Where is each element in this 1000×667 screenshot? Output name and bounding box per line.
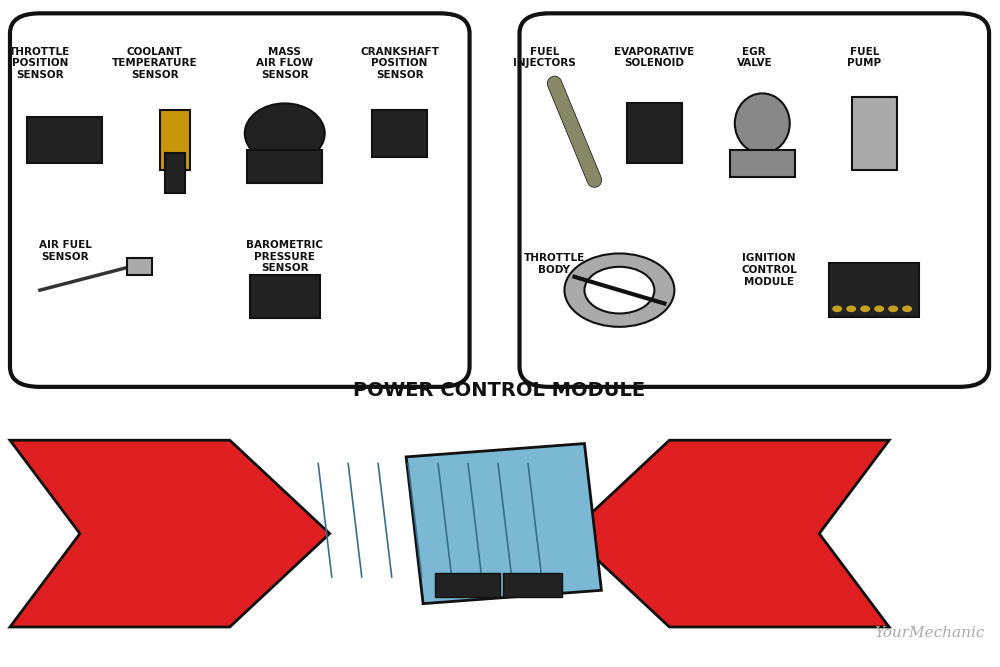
Circle shape	[860, 305, 870, 312]
Bar	[730, 150, 795, 177]
Bar	[627, 103, 682, 163]
Circle shape	[888, 305, 898, 312]
Text: MASS
AIR FLOW
SENSOR: MASS AIR FLOW SENSOR	[256, 47, 313, 80]
Text: CRANKSHAFT
POSITION
SENSOR: CRANKSHAFT POSITION SENSOR	[360, 47, 439, 80]
Bar	[852, 97, 897, 170]
Text: COOLANT
TEMPERATURE
SENSOR: COOLANT TEMPERATURE SENSOR	[112, 47, 198, 80]
Ellipse shape	[735, 93, 790, 153]
Bar	[372, 110, 427, 157]
Circle shape	[832, 305, 842, 312]
Text: THROTTLE
POSITION
SENSOR: THROTTLE POSITION SENSOR	[9, 47, 71, 80]
FancyBboxPatch shape	[520, 13, 989, 387]
Text: AIR FUEL
SENSOR: AIR FUEL SENSOR	[39, 240, 91, 261]
Bar	[247, 150, 322, 183]
Polygon shape	[569, 440, 889, 627]
Circle shape	[846, 305, 856, 312]
Text: POWER CONTROL MODULE: POWER CONTROL MODULE	[353, 382, 646, 400]
Text: IGNITION
CONTROL
MODULE: IGNITION CONTROL MODULE	[741, 253, 797, 287]
Text: EVAPORATIVE
SOLENOID: EVAPORATIVE SOLENOID	[614, 47, 695, 68]
Bar	[165, 153, 185, 193]
Bar	[250, 275, 320, 318]
Text: BAROMETRIC
PRESSURE
SENSOR: BAROMETRIC PRESSURE SENSOR	[246, 240, 323, 273]
Ellipse shape	[584, 267, 654, 313]
Ellipse shape	[245, 103, 325, 163]
FancyBboxPatch shape	[10, 13, 470, 387]
Text: THROTTLE
BODY: THROTTLE BODY	[524, 253, 585, 275]
Circle shape	[902, 305, 912, 312]
Bar	[160, 110, 190, 170]
Text: YourMechanic: YourMechanic	[874, 626, 984, 640]
Bar	[27, 117, 102, 163]
Text: FUEL
INJECTORS: FUEL INJECTORS	[513, 47, 576, 68]
Circle shape	[874, 305, 884, 312]
Text: FUEL
PUMP: FUEL PUMP	[847, 47, 881, 68]
Bar	[435, 573, 500, 597]
Text: EGR
VALVE: EGR VALVE	[736, 47, 772, 68]
Bar	[829, 263, 919, 317]
Ellipse shape	[564, 253, 674, 327]
Polygon shape	[10, 440, 330, 627]
Bar	[127, 258, 152, 275]
Bar	[503, 573, 562, 597]
Polygon shape	[406, 444, 601, 604]
